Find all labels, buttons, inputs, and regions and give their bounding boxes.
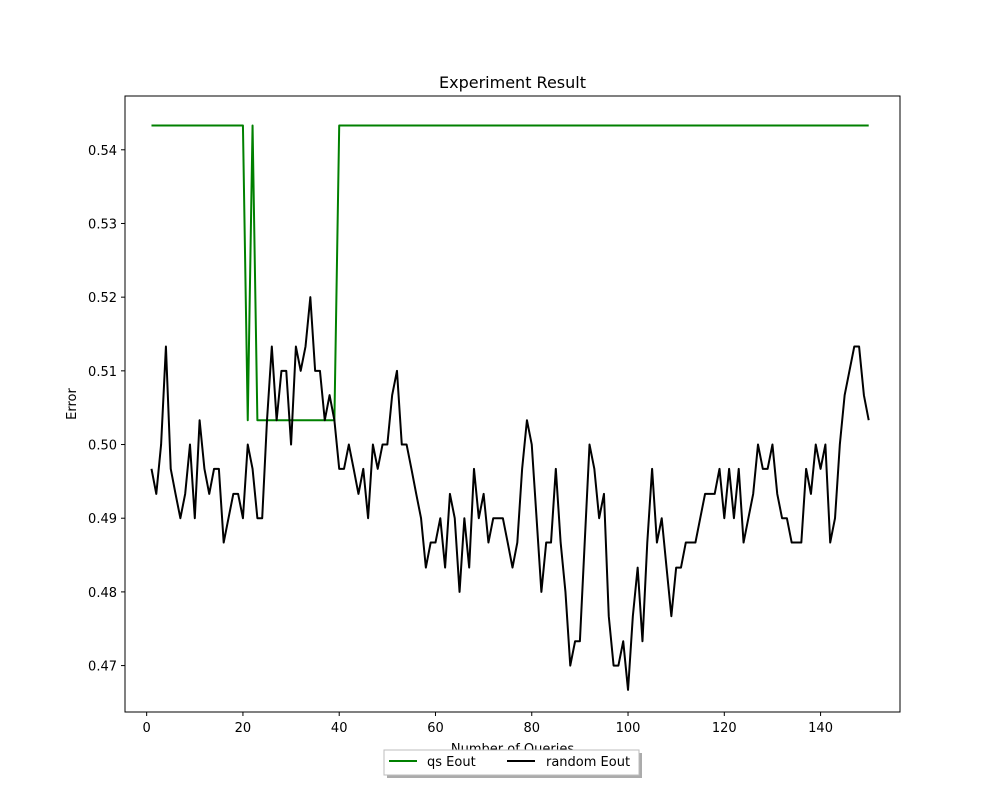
x-tick-label: 20 xyxy=(235,721,252,736)
y-tick-label: 0.54 xyxy=(88,144,117,159)
legend: qs Eout random Eout xyxy=(383,749,642,778)
y-tick-label: 0.52 xyxy=(88,291,117,306)
x-tick-label: 40 xyxy=(331,721,348,736)
x-tick-label: 60 xyxy=(427,721,444,736)
x-axis: 0 20 40 60 80 100 120 140 xyxy=(143,712,833,736)
series-line-random-eout xyxy=(150,296,870,691)
y-tick-label: 0.53 xyxy=(88,217,117,232)
plot-area-frame xyxy=(124,95,901,713)
x-tick-label: 0 xyxy=(143,721,151,736)
y-axis: 0.47 0.48 0.49 0.50 0.51 0.52 0.53 0.54 xyxy=(88,144,125,675)
y-axis-label: Error xyxy=(65,388,80,420)
x-tick-label: 80 xyxy=(523,721,540,736)
legend-label-random-eout: random Eout xyxy=(546,755,630,770)
chart-title: Experiment Result xyxy=(439,73,586,92)
x-tick-label: 140 xyxy=(808,721,833,736)
legend-box xyxy=(383,749,640,776)
x-tick-label: 100 xyxy=(616,721,641,736)
y-tick-label: 0.49 xyxy=(88,512,117,527)
series-line-qs-eout xyxy=(151,124,869,422)
y-tick-label: 0.47 xyxy=(88,660,117,675)
y-tick-label: 0.48 xyxy=(88,586,117,601)
y-tick-label: 0.50 xyxy=(88,439,117,454)
series-layer xyxy=(150,124,870,691)
x-tick-label: 120 xyxy=(712,721,737,736)
legend-label-qs-eout: qs Eout xyxy=(427,755,476,770)
y-tick-label: 0.51 xyxy=(88,365,117,380)
